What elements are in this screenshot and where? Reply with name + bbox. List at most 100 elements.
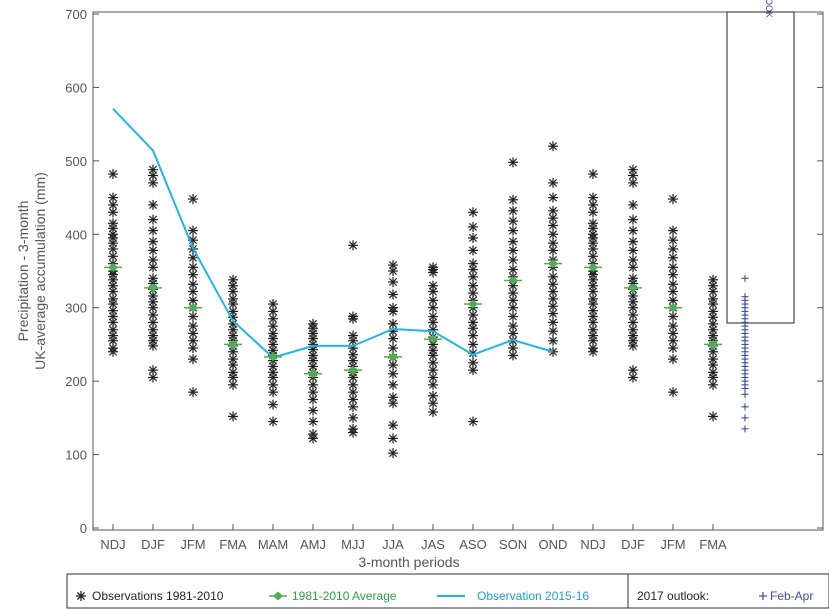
legend-plus-icon <box>759 592 767 600</box>
observation-point <box>228 367 238 378</box>
observation-point <box>388 302 398 313</box>
outlook-title: 3-MONTH OUTLOOK <box>764 0 774 18</box>
legend-observations-label: Observations 1981-2010 <box>92 589 224 603</box>
observation-point <box>308 429 318 440</box>
x-tick-label: NDJ <box>580 537 605 552</box>
observation-point <box>228 274 238 285</box>
observation-2015-16-line <box>112 108 554 359</box>
observation-point <box>468 330 478 341</box>
observation-point <box>468 323 478 334</box>
observation-point <box>468 207 478 218</box>
average-markers <box>104 259 722 379</box>
observation-point <box>428 311 438 322</box>
average-marker <box>544 259 562 269</box>
average-marker <box>584 262 602 272</box>
observation-point <box>668 225 678 236</box>
observation-point <box>508 254 518 265</box>
average-marker <box>184 303 202 313</box>
observation-point <box>348 240 358 251</box>
observation-point <box>588 192 598 203</box>
observation-point <box>348 387 358 398</box>
legend-average-icon <box>269 591 287 601</box>
observation-point <box>428 262 438 273</box>
average-marker <box>224 339 242 349</box>
y-tick-label: 300 <box>65 301 87 316</box>
observation-point <box>308 318 318 329</box>
x-tick-label: FMA <box>219 537 247 552</box>
observation-point <box>468 245 478 256</box>
x-tick-label: JJA <box>382 537 404 552</box>
observation-point <box>708 354 718 365</box>
observation-point <box>308 350 318 361</box>
observation-point <box>708 411 718 422</box>
observation-point <box>388 277 398 288</box>
observation-point <box>188 311 198 322</box>
observation-point <box>148 214 158 225</box>
average-marker <box>624 283 642 293</box>
observation-point <box>348 311 358 322</box>
observation-point <box>108 207 118 218</box>
observation-point <box>588 280 598 291</box>
observation-point <box>668 286 678 297</box>
observation-point <box>308 416 318 427</box>
observation-point <box>668 354 678 365</box>
x-tick-label: SON <box>499 537 527 552</box>
observation-point <box>228 359 238 370</box>
average-marker <box>384 352 402 362</box>
legend-box-outlook <box>627 573 829 609</box>
observation-point <box>188 269 198 280</box>
x-tick-label: NDJ <box>100 537 125 552</box>
observation-point <box>428 280 438 291</box>
x-tick-label: DJF <box>141 537 165 552</box>
outlook-point <box>741 414 749 422</box>
average-marker <box>464 299 482 309</box>
average-marker <box>104 262 122 272</box>
observation-point <box>428 317 438 328</box>
x-axis: NDJ DJF JFM FMA MAM AMJ MJJ JJA JAS ASO SON OND NDJ D… <box>100 524 727 552</box>
observation-point <box>388 289 398 300</box>
observation-point <box>628 372 638 383</box>
outlook-point <box>741 274 749 282</box>
observation-point <box>188 387 198 398</box>
observation-point <box>548 192 558 203</box>
observation-point <box>588 229 598 240</box>
outlook-point <box>741 425 749 433</box>
average-marker <box>264 352 282 362</box>
observation-point <box>468 258 478 269</box>
observation-point <box>708 274 718 285</box>
observation-point <box>548 317 558 328</box>
observation-point <box>108 169 118 180</box>
observation-point <box>108 218 118 229</box>
observation-point <box>628 296 638 307</box>
observation-point <box>268 379 278 390</box>
observation-point <box>188 225 198 236</box>
x-tick-label: OND <box>539 537 568 552</box>
observation-point <box>348 412 358 423</box>
observation-point <box>388 333 398 344</box>
legend-outlook-series-label: Feb-Apr <box>770 589 813 603</box>
average-marker <box>504 276 522 286</box>
observation-point <box>668 343 678 354</box>
observation-point <box>668 262 678 273</box>
observation-point <box>508 321 518 332</box>
legend-asterisk-icon <box>76 591 86 601</box>
observation-point <box>508 343 518 354</box>
observation-point <box>348 394 358 405</box>
observation-point <box>228 411 238 422</box>
plot-frame <box>92 11 824 531</box>
observation-point <box>148 199 158 210</box>
observation-point <box>628 236 638 247</box>
x-tick-label: JFM <box>660 537 685 552</box>
observation-point <box>668 387 678 398</box>
observation-point <box>148 236 158 247</box>
observation-point <box>468 288 478 299</box>
observation-point <box>708 280 718 291</box>
observation-point <box>428 390 438 401</box>
observation-point <box>148 245 158 256</box>
observation-point <box>388 433 398 444</box>
legend-observation-line-label: Observation 2015-16 <box>477 589 589 603</box>
average-marker <box>424 334 442 344</box>
observation-point <box>628 310 638 321</box>
x-tick-label: ASO <box>459 537 486 552</box>
observation-point <box>668 311 678 322</box>
